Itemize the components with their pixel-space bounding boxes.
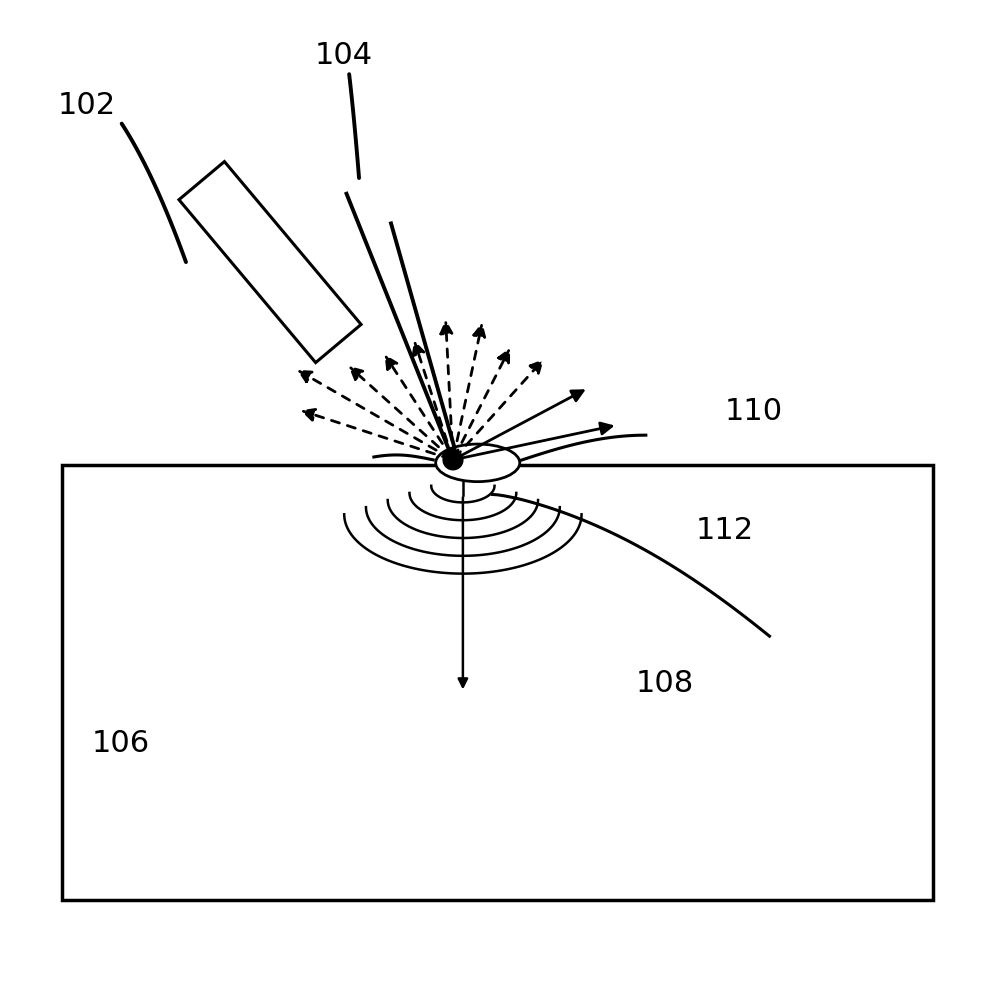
Ellipse shape <box>435 444 519 482</box>
Bar <box>63 465 931 900</box>
Text: 102: 102 <box>58 91 115 120</box>
Ellipse shape <box>442 450 462 470</box>
Polygon shape <box>179 161 361 363</box>
Text: 104: 104 <box>314 42 373 70</box>
Text: 108: 108 <box>635 670 694 698</box>
Text: 110: 110 <box>725 398 782 426</box>
Text: 112: 112 <box>695 516 752 545</box>
Text: 106: 106 <box>91 729 150 758</box>
